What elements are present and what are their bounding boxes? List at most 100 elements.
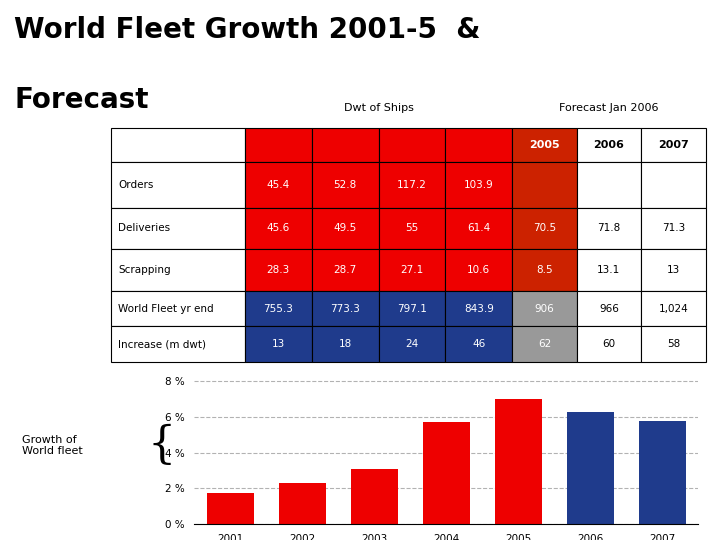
Bar [245,326,312,362]
Bar [641,249,706,291]
Bar [379,129,446,161]
Text: Growth of
World fleet: Growth of World fleet [22,435,82,456]
Text: 2007: 2007 [658,140,689,150]
Bar [111,249,245,291]
Bar [446,161,512,207]
Text: 49.5: 49.5 [333,224,356,233]
Bar [567,411,614,524]
Text: 843.9: 843.9 [464,303,494,314]
Text: 58: 58 [667,339,680,349]
Bar [641,291,706,326]
Text: 46: 46 [472,339,485,349]
Text: 2002: 2002 [330,140,361,150]
Bar [111,326,245,362]
Text: 966: 966 [599,303,618,314]
Text: 2006: 2006 [593,140,624,150]
Text: 2003: 2003 [397,140,427,150]
Bar [379,291,446,326]
Text: 2005: 2005 [529,140,559,150]
Bar [111,207,245,249]
Text: 24: 24 [405,339,418,349]
Text: 18: 18 [338,339,351,349]
Bar [245,207,312,249]
Bar [577,249,641,291]
Bar [512,326,577,362]
Bar [245,129,312,161]
Bar [495,399,542,524]
Bar [577,326,641,362]
Bar [577,129,641,161]
Text: 28.7: 28.7 [333,265,356,275]
Text: 13.1: 13.1 [598,265,621,275]
Bar [577,291,641,326]
Bar [641,161,706,207]
Text: 1,024: 1,024 [659,303,688,314]
Bar [446,326,512,362]
Text: 103.9: 103.9 [464,180,494,190]
Bar [512,249,577,291]
Bar [512,129,577,161]
Bar [379,326,446,362]
Text: Orders: Orders [118,180,153,190]
Bar [446,129,512,161]
Bar [312,249,379,291]
Text: Scrapping: Scrapping [118,265,171,275]
Bar [577,207,641,249]
Text: {: { [148,424,176,467]
Bar [111,161,245,207]
Bar [379,207,446,249]
Bar [512,207,577,249]
Text: 10.6: 10.6 [467,265,490,275]
Bar [207,493,254,524]
Bar [312,129,379,161]
Text: 60: 60 [603,339,616,349]
Text: 71.3: 71.3 [662,224,685,233]
Text: 71.8: 71.8 [598,224,621,233]
Text: 55: 55 [405,224,418,233]
Bar [446,291,512,326]
Text: 52.8: 52.8 [333,180,356,190]
Bar [446,207,512,249]
Bar [312,291,379,326]
Bar [245,161,312,207]
Text: 117.2: 117.2 [397,180,427,190]
Bar [577,161,641,207]
Bar [512,291,577,326]
Text: 797.1: 797.1 [397,303,427,314]
Bar [512,161,577,207]
Text: 906: 906 [534,303,554,314]
Text: 2004: 2004 [463,140,494,150]
Bar [111,129,245,161]
Text: 62: 62 [538,339,551,349]
Bar [312,207,379,249]
Text: Dwt of Ships: Dwt of Ships [343,103,413,113]
Text: 13: 13 [667,265,680,275]
Text: 45.6: 45.6 [266,224,290,233]
Text: 8.5: 8.5 [536,265,553,275]
Bar [351,469,397,524]
Text: 45.4: 45.4 [266,180,290,190]
Bar [279,483,325,524]
Bar [423,422,470,524]
Bar [641,129,706,161]
Text: Deliveries: Deliveries [118,224,170,233]
Text: 13: 13 [271,339,285,349]
Bar [111,291,245,326]
Bar [245,291,312,326]
Text: Forecast Jan 2006: Forecast Jan 2006 [559,103,659,113]
Bar [379,161,446,207]
Text: 61.4: 61.4 [467,224,490,233]
Bar [312,326,379,362]
Text: 755.3: 755.3 [264,303,293,314]
Text: 27.1: 27.1 [400,265,423,275]
Bar [245,249,312,291]
Text: 70.5: 70.5 [533,224,556,233]
Bar [639,421,686,524]
Text: World Fleet yr end: World Fleet yr end [118,303,214,314]
Bar [641,326,706,362]
Bar [446,249,512,291]
Text: Forecast: Forecast [14,86,149,114]
Text: 28.3: 28.3 [266,265,290,275]
Text: 2001: 2001 [263,140,294,150]
Bar [379,249,446,291]
